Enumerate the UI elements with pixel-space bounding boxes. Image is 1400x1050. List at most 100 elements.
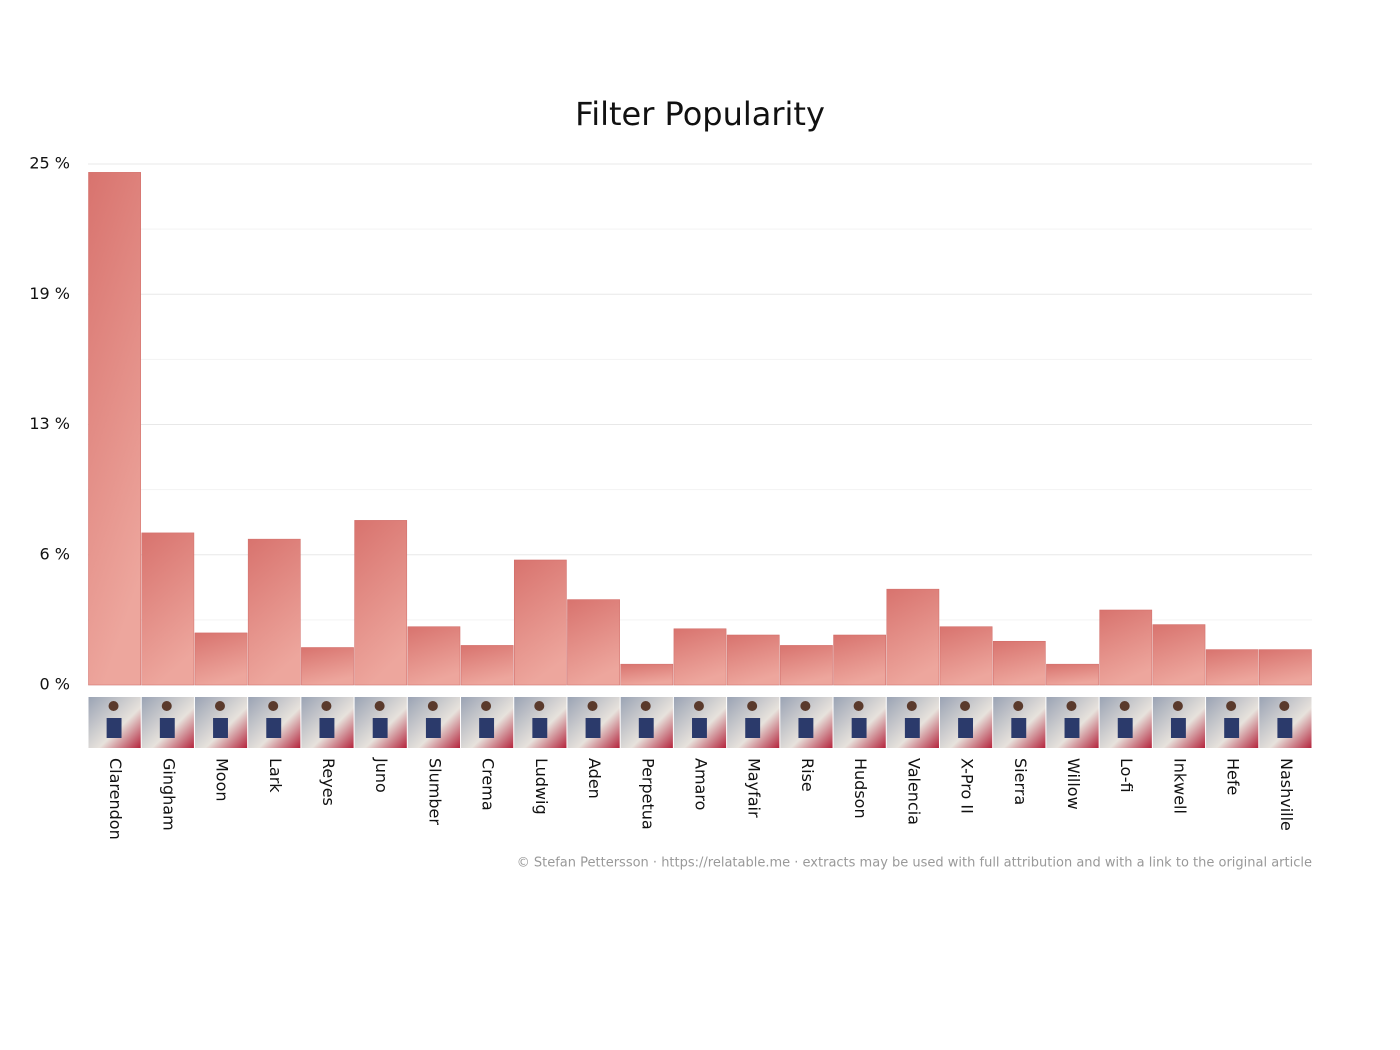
thumbnail-head — [800, 701, 811, 711]
thumbnail-head — [906, 701, 917, 711]
bar — [460, 645, 514, 686]
thumbnail-figure — [532, 718, 548, 738]
thumbnail-figure — [1064, 718, 1080, 738]
footer: © Stefan Pettersson · https://relatable.… — [517, 856, 1312, 871]
bar — [939, 626, 993, 686]
thumbnail-head — [161, 701, 172, 711]
thumbnail-head — [1172, 701, 1183, 711]
thumbnail-head — [268, 701, 279, 711]
x-tick-label: Clarendon — [106, 758, 125, 840]
x-tick-label: Mayfair — [745, 758, 764, 818]
x-tick-label: Juno — [372, 757, 391, 793]
thumbnail-figure — [106, 718, 122, 738]
bar — [247, 538, 301, 686]
thumbnail-figure — [638, 718, 654, 738]
y-tick-label: 13 % — [29, 414, 70, 433]
thumbnail-figure — [319, 718, 335, 738]
bar — [780, 645, 833, 686]
thumbnail-head — [960, 701, 971, 711]
x-tick-label: Moon — [213, 758, 232, 802]
bar — [141, 532, 195, 686]
thumbnail-figure — [692, 718, 707, 738]
y-tick-label: 0 % — [40, 675, 70, 694]
thumbnail-figure — [213, 718, 228, 738]
bar — [992, 640, 1046, 686]
thumbnail-head — [1013, 701, 1024, 711]
bar — [407, 626, 461, 686]
thumbnail-head — [853, 701, 864, 711]
thumbnail-head — [640, 701, 651, 711]
thumbnail-figure — [159, 718, 175, 738]
thumbnail-figure — [425, 718, 441, 738]
thumbnail-figure — [585, 718, 601, 738]
bar — [1152, 624, 1206, 686]
x-tick-label: Inkwell — [1170, 758, 1189, 814]
thumbnail-figure — [904, 718, 920, 738]
x-tick-label: Ludwig — [532, 758, 551, 815]
x-tick-label: X-Pro II — [958, 758, 977, 814]
y-tick-label: 25 % — [29, 154, 70, 173]
thumbnail-figure — [479, 718, 495, 738]
bar — [620, 663, 674, 686]
x-tick-label: Crema — [479, 758, 498, 811]
thumbnail-figure — [1011, 718, 1027, 738]
x-tick-label: Amaro — [692, 758, 711, 810]
thumbnail-head — [481, 701, 492, 711]
thumbnail-figure — [1277, 718, 1293, 738]
x-tick-label: Slumber — [425, 758, 444, 825]
bar — [301, 647, 354, 686]
x-tick-label: Willow — [1064, 758, 1083, 810]
x-tick-label: Lo-fi — [1117, 758, 1136, 793]
chart-title: Filter Popularity — [575, 95, 825, 133]
bar — [1046, 663, 1099, 686]
thumbnail-head — [1066, 701, 1077, 711]
x-tick-label: Rise — [798, 758, 817, 792]
y-tick-label: 19 % — [29, 284, 70, 303]
x-tick-label: Sierra — [1011, 758, 1030, 805]
bar — [194, 632, 248, 686]
x-tick-label: Hudson — [851, 758, 870, 819]
bar — [567, 599, 620, 686]
x-tick-label: Gingham — [159, 758, 178, 831]
bar — [88, 172, 141, 686]
bar — [1259, 649, 1312, 686]
x-tick-label: Lark — [266, 758, 285, 793]
thumbnail-head — [214, 701, 225, 711]
x-tick-label: Valencia — [904, 758, 923, 825]
bar — [886, 588, 940, 686]
thumbnail-figure — [372, 718, 388, 738]
thumbnail-head — [747, 701, 758, 711]
thumbnail-head — [321, 701, 332, 711]
bar — [726, 634, 780, 686]
thumbnail-figure — [958, 718, 974, 738]
thumbnail-head — [374, 701, 385, 711]
thumbnail-head — [693, 701, 704, 711]
x-tick-label: Aden — [585, 758, 604, 799]
bar — [673, 628, 727, 686]
thumbnail-head — [1279, 701, 1290, 711]
x-tick-label: Reyes — [319, 758, 338, 806]
bar — [833, 634, 887, 686]
y-tick-label: 6 % — [40, 544, 70, 563]
thumbnail-head — [1226, 701, 1237, 711]
bar — [1205, 649, 1259, 686]
thumbnail-figure — [266, 718, 282, 738]
thumbnail-head — [427, 701, 438, 711]
thumbnail-head — [534, 701, 545, 711]
thumbnail-head — [108, 701, 119, 711]
bar — [1099, 609, 1153, 686]
thumbnail-figure — [1224, 718, 1240, 738]
thumbnail-head — [587, 701, 598, 711]
thumbnail-figure — [798, 718, 814, 738]
x-tick-label: Hefe — [1224, 758, 1243, 795]
thumbnail-figure — [745, 718, 761, 738]
bar — [513, 559, 567, 686]
x-tick-label: Perpetua — [638, 758, 657, 830]
thumbnail-figure — [851, 718, 867, 738]
thumbnail-figure — [1170, 718, 1186, 738]
thumbnail-head — [1119, 701, 1130, 711]
thumbnail-figure — [1117, 718, 1133, 738]
x-tick-label: Nashville — [1277, 758, 1296, 831]
bar — [354, 520, 408, 686]
